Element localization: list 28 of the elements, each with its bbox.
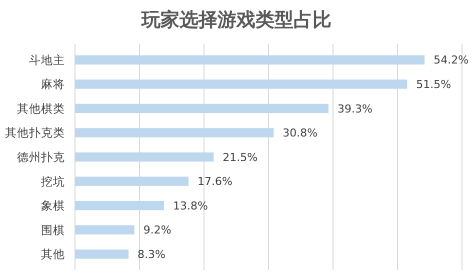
bar	[75, 80, 408, 89]
y-tick-label: 围棋	[41, 222, 65, 237]
y-tick-label: 麻将	[41, 77, 65, 92]
y-tick-label: 其他棋类	[17, 101, 65, 116]
y-tick-label: 象棋	[41, 198, 65, 213]
data-label: 21.5%	[222, 150, 258, 164]
bar	[75, 104, 328, 114]
y-tick-label: 挖坑	[41, 174, 65, 188]
y-tick-label: 斗地主	[29, 52, 65, 67]
bar	[75, 249, 129, 259]
data-label: 54.2%	[434, 54, 469, 67]
bar	[75, 176, 189, 186]
bar	[75, 152, 214, 162]
bar	[75, 128, 274, 138]
data-label: 17.6%	[198, 175, 232, 188]
data-label: 51.5%	[416, 78, 452, 92]
data-label: 13.8%	[173, 199, 208, 212]
data-label: 8.3%	[138, 248, 166, 261]
y-tick-label: 其他扑克类	[5, 126, 65, 140]
chart-title: 玩家选择游戏类型占比	[140, 9, 332, 31]
y-tick-label: 其他	[41, 247, 65, 262]
data-label: 39.3%	[337, 102, 372, 116]
data-label: 30.8%	[282, 126, 318, 140]
y-tick-label: 德州扑克	[17, 150, 65, 164]
bar	[75, 200, 164, 210]
bar	[75, 55, 425, 65]
bar	[75, 225, 134, 234]
data-label: 9.2%	[143, 224, 172, 237]
